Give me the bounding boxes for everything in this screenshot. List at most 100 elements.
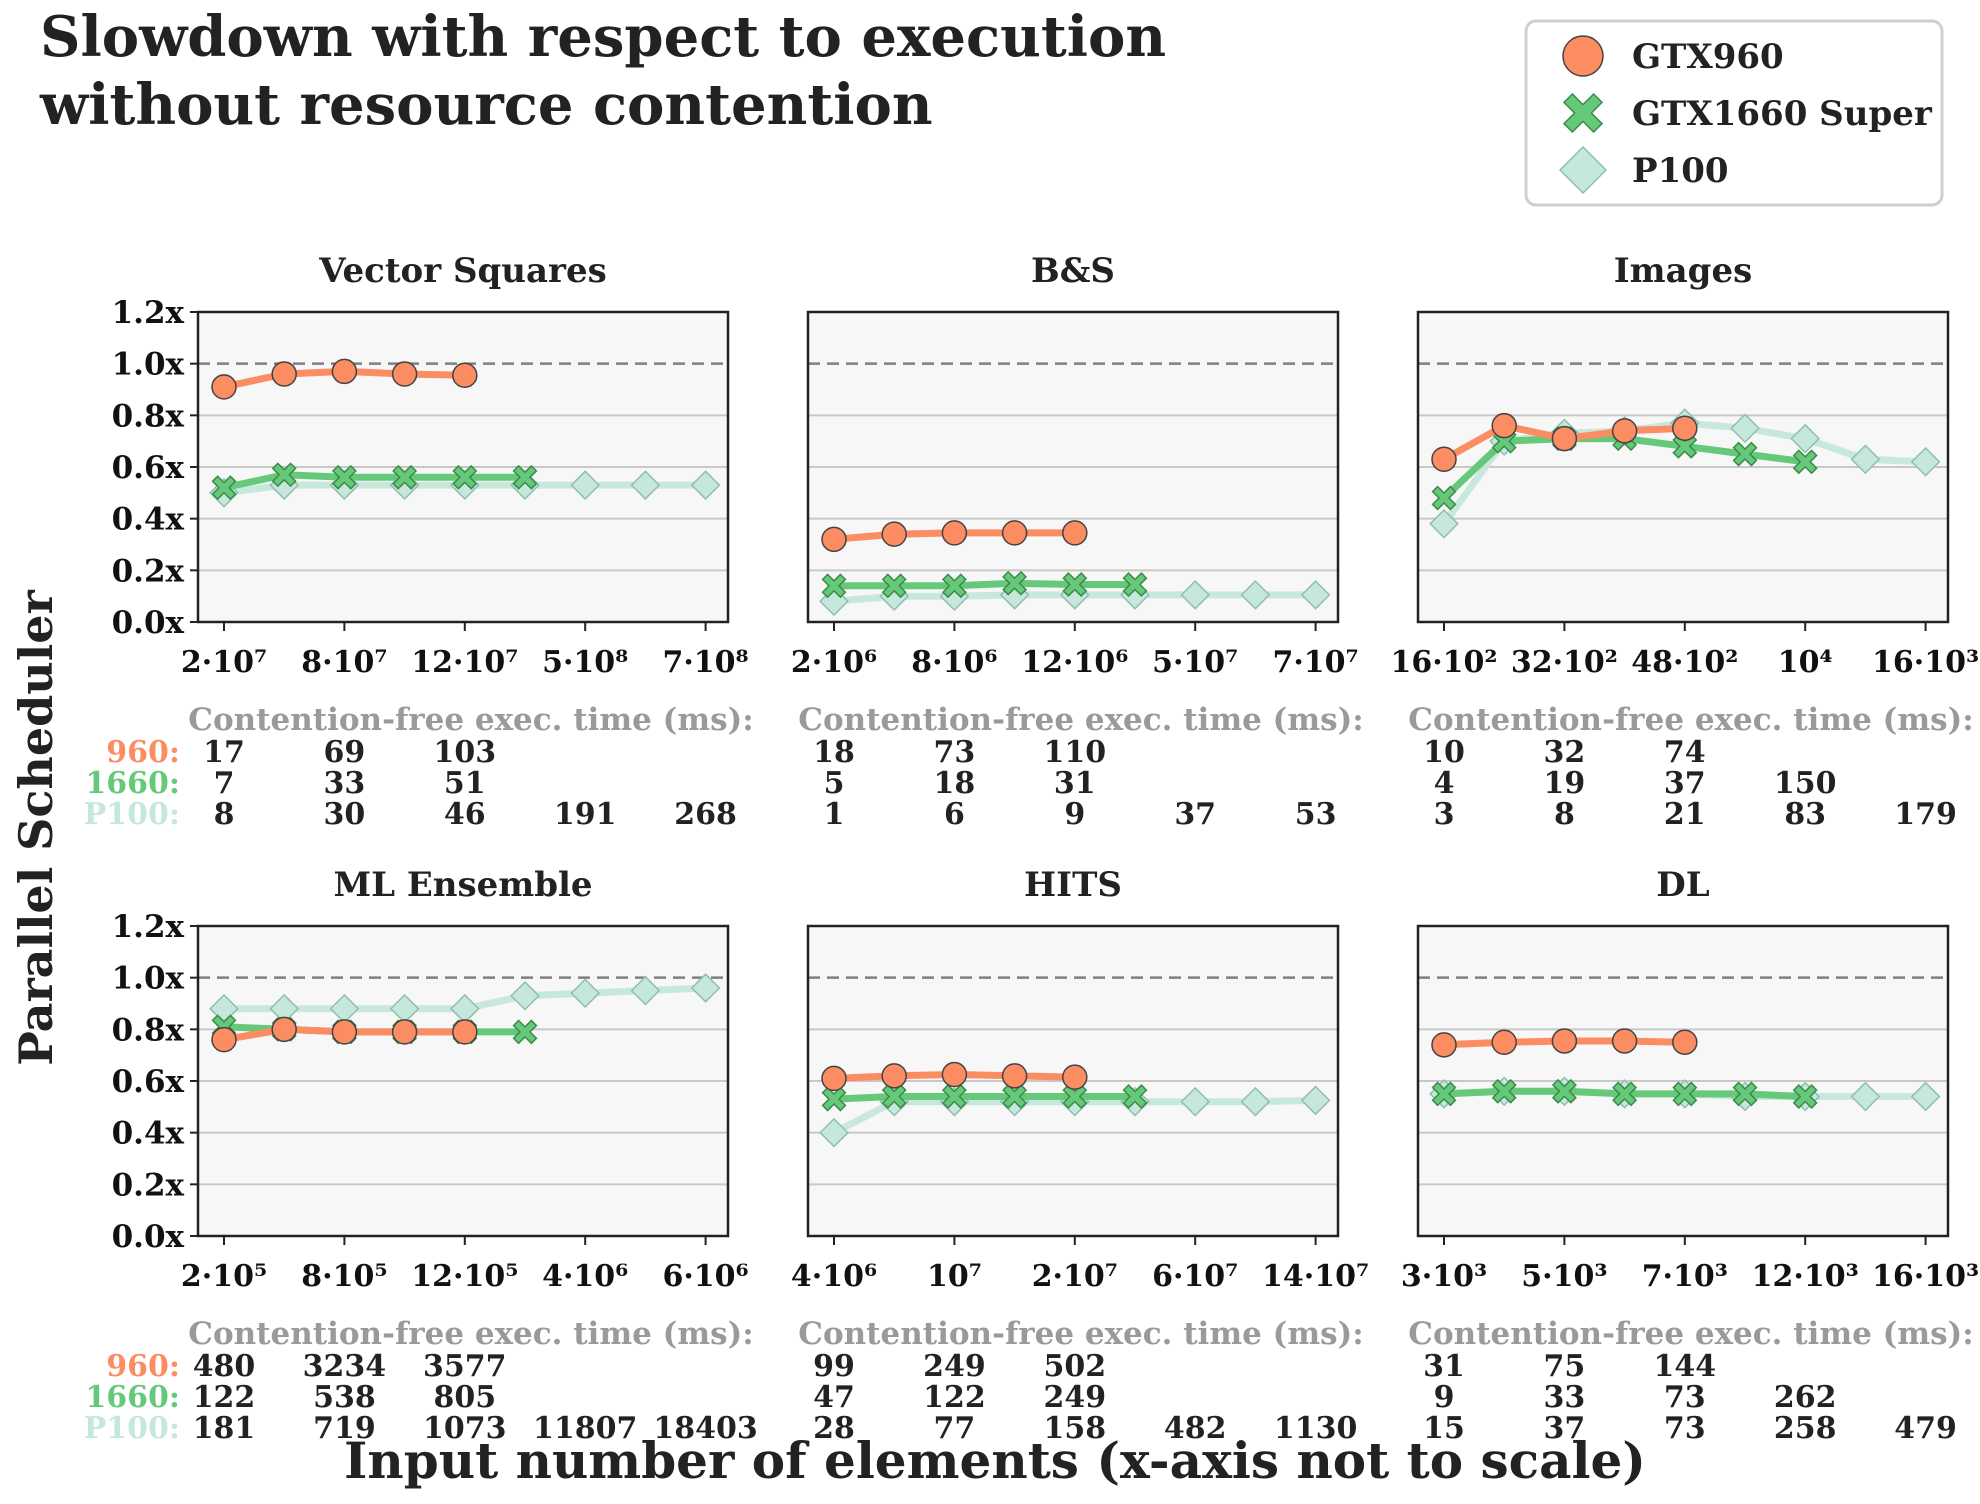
x-tick-label: 6·10⁷ — [1152, 1259, 1238, 1294]
plot-frame — [1416, 310, 1950, 624]
exec-time-value: 73 — [934, 735, 976, 770]
exec-time-value: 53 — [1295, 797, 1337, 832]
data-point-gtx960 — [881, 521, 907, 547]
x-tick-label: 7·10⁷ — [1272, 645, 1358, 680]
data-point-gtx960 — [1611, 1028, 1638, 1054]
data-point-gtx1660 — [1431, 1081, 1457, 1107]
exec-time-value: 30 — [324, 797, 366, 832]
x-tick-label: 6·10⁶ — [662, 1259, 748, 1294]
x-tick-label: 32·10² — [1511, 645, 1618, 680]
exec-time-value: 99 — [813, 1349, 855, 1384]
series-line-gtx1660 — [830, 1093, 1139, 1103]
exec-time-value: 37 — [1174, 797, 1216, 832]
exec-time-value: 47 — [813, 1380, 855, 1415]
data-point-gtx1660 — [1122, 572, 1148, 597]
data-point-gtx1660 — [1551, 1078, 1577, 1104]
figure-title-line-2: without resource contention — [39, 72, 933, 138]
data-point-p100 — [1300, 1085, 1331, 1116]
data-point-p100 — [1910, 446, 1941, 477]
exec-time-value: 73 — [1664, 1411, 1706, 1446]
data-point-gtx960 — [1672, 415, 1698, 441]
exec-time-value: 9 — [1434, 1380, 1455, 1415]
data-point-gtx960 — [452, 1019, 478, 1045]
data-point-gtx1660 — [1792, 449, 1818, 475]
data-point-gtx1660 — [1732, 1081, 1758, 1107]
x-tick-label: 4·10⁶ — [542, 1259, 628, 1294]
exec-time-value: 33 — [1544, 1380, 1586, 1415]
contention-label: Contention-free exec. time (ms): — [188, 1316, 753, 1352]
exec-time-value: 479 — [1894, 1411, 1957, 1446]
data-point-p100 — [570, 470, 601, 500]
panel-dl: DL 3·10³ 5·10³ 7·10³ 12·10³ 16·10³ Contention-… — [1401, 865, 1979, 1446]
data-point-gtx960 — [881, 1063, 907, 1089]
contention-label: Contention-free exec. time (ms): — [188, 702, 753, 738]
x-tick-label: 10⁴ — [1778, 645, 1833, 680]
data-point-gtx1660 — [512, 464, 538, 490]
data-point-gtx960 — [821, 1065, 847, 1092]
x-tick-label: 12·10⁵ — [411, 1259, 518, 1294]
exec-time-value: 46 — [444, 797, 486, 832]
data-point-gtx960 — [271, 361, 297, 387]
legend-marker-p100 — [1558, 145, 1608, 195]
data-point-gtx1660 — [1732, 441, 1758, 467]
data-point-gtx960 — [211, 1026, 237, 1053]
data-point-gtx960 — [1672, 1029, 1698, 1055]
exec-time-value: 28 — [813, 1411, 855, 1446]
data-point-gtx960 — [1551, 425, 1578, 452]
data-point-p100 — [1429, 508, 1459, 539]
data-point-gtx1660 — [1002, 570, 1028, 596]
exec-time-value: 11807 — [533, 1411, 637, 1446]
exec-row-label-960: 960: — [106, 1349, 180, 1384]
x-tick-label: 14·10⁷ — [1262, 1259, 1369, 1294]
data-point-gtx1660 — [392, 464, 418, 490]
exec-row-label-960: 960: — [106, 735, 180, 770]
exec-time-value: 21 — [1664, 797, 1706, 832]
y-tick-label: 0.0x — [112, 1219, 185, 1255]
exec-time-value: 144 — [1653, 1349, 1716, 1384]
legend-marker-gtx960 — [1562, 35, 1604, 77]
x-tick-label: 2·10⁷ — [181, 645, 267, 680]
y-tick-label: 0.8x — [112, 398, 185, 434]
data-point-gtx960 — [1001, 1063, 1028, 1089]
exec-time-value: 8 — [214, 797, 235, 832]
data-point-gtx960 — [391, 361, 418, 387]
exec-time-value: 249 — [1043, 1380, 1106, 1415]
data-point-gtx960 — [1491, 412, 1517, 439]
data-point-gtx960 — [1062, 520, 1088, 546]
data-point-gtx960 — [331, 358, 358, 385]
data-point-gtx960 — [1611, 418, 1638, 444]
x-tick-label: 48·10² — [1631, 645, 1738, 680]
data-point-gtx960 — [211, 374, 237, 400]
exec-time-value: 6 — [944, 797, 965, 832]
exec-time-value: 17 — [203, 735, 245, 770]
exec-time-value: 538 — [313, 1380, 376, 1415]
y-tick-label: 1.2x — [112, 295, 185, 331]
contention-label: Contention-free exec. time (ms): — [1408, 702, 1973, 738]
y-tick-label: 0.6x — [112, 450, 185, 486]
data-point-p100 — [1180, 580, 1211, 610]
legend-label-p100: P100 — [1632, 151, 1729, 191]
exec-time-value: 268 — [674, 797, 737, 832]
data-point-p100 — [1240, 1086, 1271, 1117]
y-tick-label: 1.0x — [112, 961, 185, 997]
x-tick-label: 3·10³ — [1401, 1259, 1487, 1294]
exec-row-label-1660: 1660: — [85, 1380, 180, 1415]
exec-time-value: 18403 — [653, 1411, 757, 1446]
exec-time-value: 69 — [324, 735, 366, 770]
data-point-gtx1660 — [211, 475, 237, 501]
exec-time-value: 103 — [433, 735, 496, 770]
x-tick-label: 2·10⁷ — [1032, 1259, 1118, 1294]
exec-time-value: 73 — [1664, 1380, 1706, 1415]
exec-time-value: 3577 — [423, 1349, 507, 1384]
exec-time-value: 37 — [1664, 766, 1706, 801]
data-point-gtx960 — [821, 526, 847, 553]
series-line-gtx1660 — [220, 471, 529, 492]
plot-frame — [1416, 924, 1950, 1238]
exec-time-value: 19 — [1544, 766, 1586, 801]
data-point-p100 — [1730, 413, 1760, 444]
exec-time-value: 258 — [1774, 1411, 1837, 1446]
y-tick-label: 0.0x — [112, 605, 185, 641]
data-point-p100 — [1300, 580, 1331, 610]
legend-label-gtx960: GTX960 — [1632, 37, 1784, 77]
